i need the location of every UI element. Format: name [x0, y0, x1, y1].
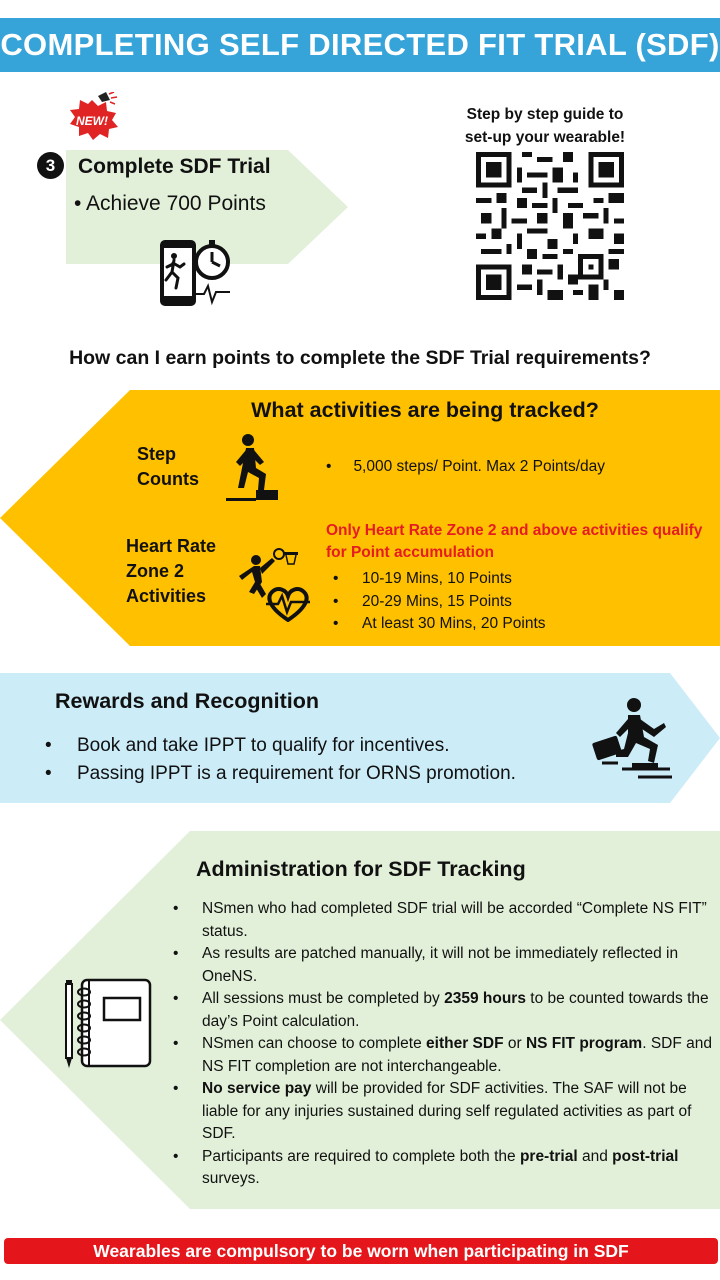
step-label-line1: Step	[137, 444, 177, 464]
hr-points-item: • 10-19 Mins, 10 Points	[333, 570, 512, 587]
admin-text: All sessions must be completed by	[202, 990, 445, 1007]
admin-list: • NSmen who had completed SDF trial will …	[173, 898, 713, 1191]
step-label-line2: Counts	[137, 469, 199, 489]
qr-caption-line2: set-up your wearable!	[464, 129, 626, 146]
admin-item: • All sessions must be completed by 2359 …	[173, 990, 709, 1030]
hr-points-text: 10-19 Mins, 10 Points	[362, 570, 512, 587]
admin-text: surveys.	[202, 1170, 260, 1187]
admin-emphasis: either SDF	[426, 1035, 504, 1052]
rewards-item: • Passing IPPT is a requirement for ORNS …	[45, 763, 516, 784]
hr-points-text: At least 30 Mins, 20 Points	[362, 615, 546, 632]
admin-heading: Administration for SDF Tracking	[196, 857, 526, 881]
svg-text:NEW!: NEW!	[76, 114, 108, 128]
rewards-arrow-box	[0, 673, 720, 803]
admin-text: NSmen who had completed SDF trial will b…	[202, 900, 707, 940]
step-number-badge: 3	[37, 152, 64, 179]
hr-points-item: • At least 30 Mins, 20 Points	[333, 615, 546, 632]
admin-text: and	[577, 1147, 613, 1165]
admin-item: • NSmen can choose to complete either SDF…	[173, 1035, 712, 1075]
admin-arrow-box	[0, 831, 720, 1209]
basketball-heart-icon	[239, 548, 310, 622]
step-rule-bullet: •	[326, 458, 332, 475]
admin-item: • NSmen who had completed SDF trial will …	[173, 900, 707, 940]
activities-heading: What activities are being tracked?	[251, 398, 599, 422]
admin-text: to be counted towards the day’s Point ca…	[202, 990, 709, 1030]
section-question: How can I earn points to complete the SD…	[69, 347, 651, 369]
step3-arrow-box	[66, 150, 348, 264]
admin-text: Participants are required to complete bo…	[202, 1147, 520, 1165]
step-counts-rule: • 5,000 steps/ Point. Max 2 Points/day	[326, 458, 605, 476]
activities-arrow-box	[0, 390, 720, 646]
heart-rate-note: Only Heart Rate Zone 2 and above activit…	[326, 522, 703, 561]
footer-text: Wearables are compulsory to be worn when…	[93, 1240, 629, 1261]
admin-emphasis: No service pay	[202, 1080, 312, 1097]
notebook-pen-icon	[65, 978, 152, 1068]
page-title: COMPLETING SELF DIRECTED FIT TRIAL (SDF)	[0, 27, 720, 62]
qr-caption-line1: Step by step guide to	[466, 106, 624, 123]
hr-points-item: • 20-29 Mins, 15 Points	[333, 593, 512, 610]
heart-rate-label: Heart Rate Zone 2 Activities	[126, 534, 216, 609]
admin-emphasis: post-trial	[612, 1147, 679, 1165]
admin-item: • Participants are required to complete b…	[173, 1147, 679, 1188]
admin-text: or	[503, 1035, 526, 1052]
admin-text: will be provided for SDF activities. The…	[202, 1080, 692, 1142]
title-banner: COMPLETING SELF DIRECTED FIT TRIAL (SDF)	[0, 18, 720, 72]
new-badge-icon: NEW!	[70, 92, 118, 140]
admin-text: . SDF and NS FIT completion are not inte…	[202, 1035, 712, 1075]
rewards-item: • Book and take IPPT to qualify for incen…	[45, 735, 450, 756]
rewards-item-text: Book and take IPPT to qualify for incent…	[77, 735, 450, 756]
step-rule-text: 5,000 steps/ Point. Max 2 Points/day	[353, 458, 606, 475]
admin-emphasis: pre-trial	[519, 1147, 578, 1165]
hr-points-text: 20-29 Mins, 15 Points	[362, 593, 512, 610]
hr-label-line3: Activities	[126, 586, 207, 606]
hr-label-line1: Heart Rate	[126, 536, 217, 556]
stair-climber-icon	[226, 434, 278, 501]
hr-label-line2: Zone 2	[126, 561, 185, 581]
qr-code-icon[interactable]	[476, 152, 624, 300]
step-bullet: • Achieve 700 Points	[74, 192, 266, 215]
qr-caption: Step by step guide to set-up your wearab…	[420, 103, 670, 149]
stopwatch-phone-icon	[160, 240, 230, 306]
admin-text: As results are patched manually, it will…	[202, 945, 679, 985]
admin-item: • No service pay will be provided for SDF…	[173, 1080, 692, 1142]
rewards-item-text: Passing IPPT is a requirement for ORNS p…	[77, 763, 516, 784]
runner-briefcase-icon	[592, 698, 672, 779]
step-title: Complete SDF Trial	[78, 155, 271, 178]
footer-banner: Wearables are compulsory to be worn when…	[4, 1238, 718, 1264]
admin-text: NSmen can choose to complete	[202, 1035, 427, 1052]
rewards-heading: Rewards and Recognition	[55, 689, 320, 713]
step-counts-label: Step Counts	[137, 442, 199, 492]
admin-emphasis: NS FIT program	[525, 1035, 643, 1052]
step-bullet-text: Achieve 700 Points	[86, 192, 266, 215]
admin-emphasis: 2359 hours	[444, 990, 526, 1007]
admin-item: • As results are patched manually, it wil…	[173, 945, 679, 985]
